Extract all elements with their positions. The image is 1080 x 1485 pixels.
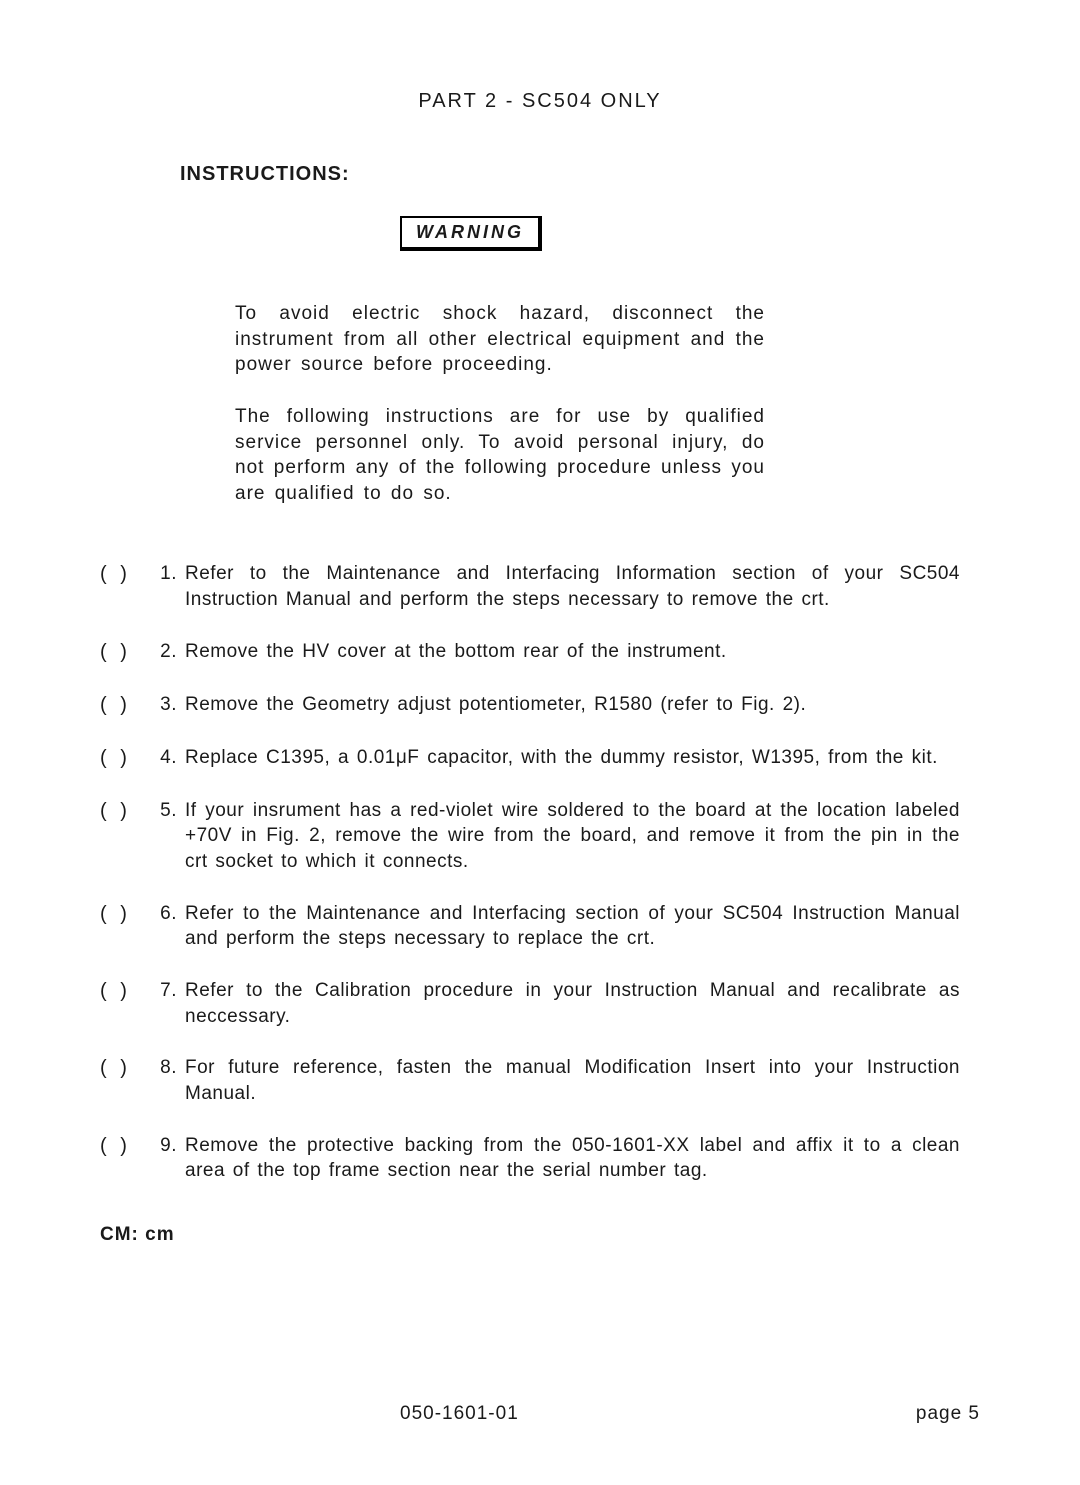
step-item: ( ) 9. Remove the protective backing fro… — [100, 1133, 980, 1184]
step-item: ( ) 6. Refer to the Maintenance and Inte… — [100, 901, 980, 952]
document-number: 050-1601-01 — [400, 1403, 519, 1425]
step-number: 8. — [150, 1055, 185, 1106]
checkbox: ( ) — [100, 639, 150, 666]
step-text: If your insrument has a red-violet wire … — [185, 798, 980, 875]
step-number: 5. — [150, 798, 185, 875]
cm-footer: CM: cm — [100, 1224, 980, 1246]
step-number: 1. — [150, 561, 185, 612]
page-footer: 050-1601-01 page 5 — [100, 1403, 980, 1425]
step-text: Refer to the Maintenance and Interfacing… — [185, 561, 980, 612]
step-item: ( ) 2. Remove the HV cover at the bottom… — [100, 639, 980, 666]
step-item: ( ) 4. Replace C1395, a 0.01μF capacitor… — [100, 745, 980, 772]
warning-label: WARNING — [400, 216, 542, 251]
step-text: Replace C1395, a 0.01μF capacitor, with … — [185, 745, 980, 772]
step-text: Remove the protective backing from the 0… — [185, 1133, 980, 1184]
instructions-heading: INSTRUCTIONS: — [180, 163, 980, 186]
checkbox: ( ) — [100, 901, 150, 952]
warning-box: WARNING — [100, 216, 980, 301]
step-text: Remove the Geometry adjust potentiometer… — [185, 692, 980, 719]
checkbox: ( ) — [100, 561, 150, 612]
step-text: For future reference, fasten the manual … — [185, 1055, 980, 1106]
step-item: ( ) 8. For future reference, fasten the … — [100, 1055, 980, 1106]
step-text: Remove the HV cover at the bottom rear o… — [185, 639, 980, 666]
page-header: PART 2 - SC504 ONLY — [100, 90, 980, 113]
step-number: 3. — [150, 692, 185, 719]
step-text: Refer to the Calibration procedure in yo… — [185, 978, 980, 1029]
checkbox: ( ) — [100, 1055, 150, 1106]
step-item: ( ) 5. If your insrument has a red-viole… — [100, 798, 980, 875]
checkbox: ( ) — [100, 745, 150, 772]
step-number: 7. — [150, 978, 185, 1029]
warning-container: To avoid electric shock hazard, disconne… — [100, 301, 980, 506]
step-item: ( ) 7. Refer to the Calibration procedur… — [100, 978, 980, 1029]
step-list: ( ) 1. Refer to the Maintenance and Inte… — [100, 561, 980, 1183]
warning-paragraph-2: The following instructions are for use b… — [235, 404, 765, 507]
step-item: ( ) 3. Remove the Geometry adjust potent… — [100, 692, 980, 719]
step-text: Refer to the Maintenance and Interfacing… — [185, 901, 980, 952]
step-item: ( ) 1. Refer to the Maintenance and Inte… — [100, 561, 980, 612]
page-number: page 5 — [916, 1403, 980, 1425]
checkbox: ( ) — [100, 692, 150, 719]
step-number: 9. — [150, 1133, 185, 1184]
warning-paragraph-1: To avoid electric shock hazard, disconne… — [235, 301, 765, 378]
step-number: 2. — [150, 639, 185, 666]
step-number: 4. — [150, 745, 185, 772]
checkbox: ( ) — [100, 978, 150, 1029]
checkbox: ( ) — [100, 1133, 150, 1184]
step-number: 6. — [150, 901, 185, 952]
checkbox: ( ) — [100, 798, 150, 875]
